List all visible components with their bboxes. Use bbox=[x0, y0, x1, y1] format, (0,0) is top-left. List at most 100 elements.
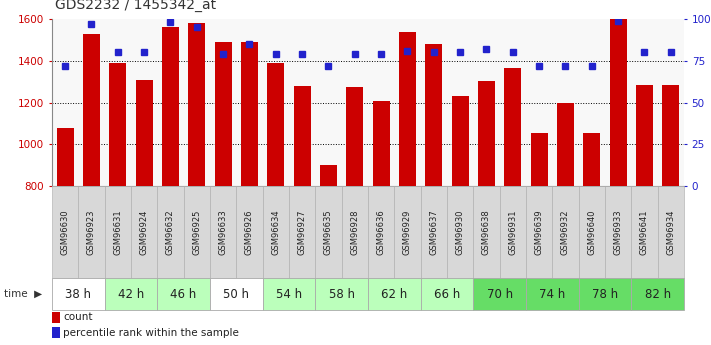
Bar bbox=[320, 165, 337, 186]
Bar bbox=[52, 278, 105, 310]
Text: 58 h: 58 h bbox=[328, 288, 355, 300]
Bar bbox=[210, 186, 236, 278]
Bar bbox=[636, 85, 653, 186]
Text: percentile rank within the sample: percentile rank within the sample bbox=[63, 328, 239, 337]
Bar bbox=[368, 186, 395, 278]
Bar bbox=[579, 186, 605, 278]
Bar bbox=[631, 186, 658, 278]
Text: 74 h: 74 h bbox=[539, 288, 565, 300]
Bar bbox=[658, 186, 684, 278]
Bar bbox=[210, 278, 262, 310]
Text: GSM96641: GSM96641 bbox=[640, 209, 649, 255]
Bar bbox=[262, 186, 289, 278]
Bar bbox=[605, 186, 631, 278]
Bar bbox=[425, 44, 442, 186]
Text: GSM96925: GSM96925 bbox=[192, 209, 201, 255]
Bar bbox=[504, 68, 521, 186]
Bar bbox=[500, 186, 526, 278]
Text: 62 h: 62 h bbox=[381, 288, 407, 300]
Bar bbox=[346, 87, 363, 186]
Text: GSM96932: GSM96932 bbox=[561, 209, 570, 255]
Text: GSM96632: GSM96632 bbox=[166, 209, 175, 255]
Bar bbox=[526, 278, 579, 310]
Bar bbox=[188, 23, 205, 186]
Bar bbox=[294, 86, 311, 186]
Text: GSM96923: GSM96923 bbox=[87, 209, 96, 255]
Bar bbox=[262, 278, 315, 310]
Bar bbox=[395, 186, 421, 278]
Bar bbox=[579, 278, 631, 310]
Bar bbox=[368, 278, 421, 310]
Bar bbox=[421, 186, 447, 278]
Bar bbox=[52, 186, 78, 278]
Bar bbox=[399, 31, 416, 186]
Bar bbox=[162, 27, 179, 186]
Bar bbox=[105, 278, 157, 310]
Text: GSM96637: GSM96637 bbox=[429, 209, 438, 255]
Text: GSM96639: GSM96639 bbox=[535, 209, 544, 255]
Bar bbox=[267, 63, 284, 186]
Text: GSM96933: GSM96933 bbox=[614, 209, 623, 255]
Text: GSM96934: GSM96934 bbox=[666, 209, 675, 255]
Text: GSM96924: GSM96924 bbox=[139, 209, 149, 255]
Bar bbox=[474, 186, 500, 278]
Text: 42 h: 42 h bbox=[118, 288, 144, 300]
Bar bbox=[530, 133, 547, 186]
Text: time  ▶: time ▶ bbox=[4, 289, 42, 299]
Bar bbox=[236, 186, 262, 278]
Bar bbox=[136, 80, 153, 186]
Bar bbox=[451, 96, 469, 186]
Bar bbox=[215, 42, 232, 186]
Text: 46 h: 46 h bbox=[171, 288, 197, 300]
Bar bbox=[315, 186, 341, 278]
Text: 66 h: 66 h bbox=[434, 288, 460, 300]
Text: GSM96634: GSM96634 bbox=[272, 209, 280, 255]
Bar bbox=[583, 133, 600, 186]
Text: 78 h: 78 h bbox=[592, 288, 618, 300]
Bar bbox=[421, 278, 474, 310]
Text: GSM96930: GSM96930 bbox=[456, 209, 464, 255]
Text: GSM96927: GSM96927 bbox=[298, 209, 306, 255]
Text: GSM96635: GSM96635 bbox=[324, 209, 333, 255]
Bar bbox=[289, 186, 315, 278]
Text: GSM96633: GSM96633 bbox=[218, 209, 228, 255]
Text: count: count bbox=[63, 312, 92, 322]
Bar bbox=[552, 186, 579, 278]
Bar bbox=[478, 81, 495, 186]
Bar bbox=[315, 278, 368, 310]
Bar bbox=[109, 63, 127, 186]
Bar bbox=[83, 33, 100, 186]
Bar bbox=[56, 128, 74, 186]
Bar bbox=[157, 186, 183, 278]
Text: GSM96630: GSM96630 bbox=[60, 209, 70, 255]
Bar bbox=[341, 186, 368, 278]
Bar bbox=[241, 42, 258, 186]
Text: GSM96640: GSM96640 bbox=[587, 209, 597, 255]
Text: GSM96631: GSM96631 bbox=[113, 209, 122, 255]
Text: 38 h: 38 h bbox=[65, 288, 91, 300]
Bar bbox=[78, 186, 105, 278]
Bar bbox=[131, 186, 157, 278]
Text: 54 h: 54 h bbox=[276, 288, 302, 300]
Bar bbox=[662, 85, 680, 186]
Bar bbox=[105, 186, 131, 278]
Text: GSM96929: GSM96929 bbox=[403, 209, 412, 255]
Bar bbox=[373, 100, 390, 186]
Bar bbox=[631, 278, 684, 310]
Bar bbox=[447, 186, 474, 278]
Text: GSM96636: GSM96636 bbox=[377, 209, 385, 255]
Text: 70 h: 70 h bbox=[486, 288, 513, 300]
Bar bbox=[157, 278, 210, 310]
Text: GSM96931: GSM96931 bbox=[508, 209, 518, 255]
Bar bbox=[183, 186, 210, 278]
Bar bbox=[557, 103, 574, 186]
Bar bbox=[609, 19, 626, 186]
Text: GSM96638: GSM96638 bbox=[482, 209, 491, 255]
Bar bbox=[474, 278, 526, 310]
Text: GSM96928: GSM96928 bbox=[351, 209, 359, 255]
Text: 82 h: 82 h bbox=[645, 288, 670, 300]
Bar bbox=[526, 186, 552, 278]
Text: GDS2232 / 1455342_at: GDS2232 / 1455342_at bbox=[55, 0, 217, 12]
Text: GSM96926: GSM96926 bbox=[245, 209, 254, 255]
Text: 50 h: 50 h bbox=[223, 288, 250, 300]
